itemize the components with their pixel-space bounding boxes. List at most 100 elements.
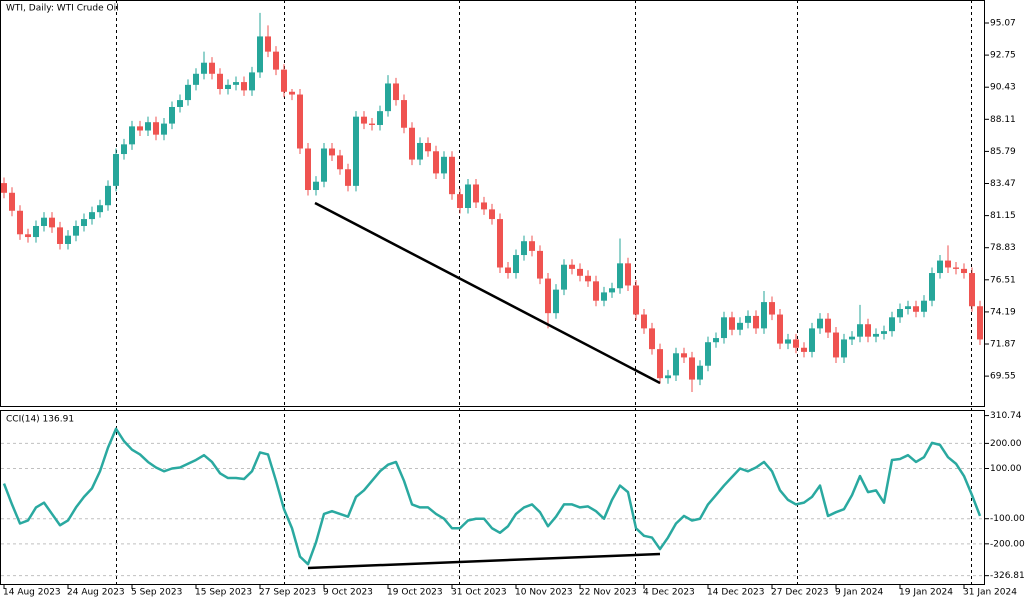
chart-title: WTI, Daily: WTI Crude Oil	[6, 4, 119, 14]
candle-body	[665, 375, 671, 379]
candle-body	[281, 69, 287, 92]
candle-body	[97, 205, 103, 213]
candle-body	[921, 300, 927, 312]
x-tick-label: 19 Oct 2023	[387, 588, 443, 598]
candle-body	[81, 219, 87, 226]
x-tick-label: 31 Oct 2023	[451, 588, 507, 598]
candle-body	[681, 353, 687, 358]
candle-body	[897, 309, 903, 318]
candle-body	[817, 318, 823, 329]
candle-body	[593, 281, 599, 301]
candle-body	[425, 142, 431, 152]
candle-body	[825, 318, 831, 333]
candle-body	[969, 273, 975, 307]
candle-body	[809, 328, 815, 352]
candle-body	[129, 126, 135, 145]
candle-body	[481, 202, 487, 210]
candle-body	[225, 84, 231, 90]
y-tick-label: -200.00	[990, 539, 1025, 549]
y-tick-label: 69.55	[990, 372, 1016, 382]
candle-body	[209, 62, 215, 74]
candle-body	[977, 306, 983, 340]
candle-body	[873, 333, 879, 337]
candle-body	[849, 336, 855, 340]
candle-body	[745, 315, 751, 323]
x-tick-label: 31 Jan 2024	[963, 588, 1017, 598]
price-panel-frame	[0, 0, 985, 407]
candle-body	[913, 306, 919, 312]
candle-body	[737, 322, 743, 330]
candle-body	[249, 72, 255, 91]
candle-body	[801, 347, 807, 352]
candle-body	[329, 148, 335, 156]
period-separators	[116, 0, 972, 585]
candle-body	[961, 268, 967, 274]
candle-body	[25, 234, 31, 238]
marks	[1, 12, 985, 577]
candle-body	[697, 365, 703, 380]
candle-body	[321, 148, 327, 182]
x-tick-label: 19 Jan 2024	[899, 588, 953, 598]
y-tick-label: 85.79	[990, 147, 1016, 157]
candle-body	[49, 217, 55, 228]
candle-body	[577, 268, 583, 276]
candle-body	[121, 144, 127, 155]
candle-body	[905, 306, 911, 310]
candle-body	[609, 288, 615, 293]
candle-body	[417, 142, 423, 160]
candle-body	[241, 82, 247, 91]
x-tick-label: 4 Dec 2023	[643, 588, 695, 598]
y-tick-label: 78.83	[990, 243, 1016, 253]
candle-body	[761, 302, 767, 329]
candle-body	[433, 151, 439, 174]
candle-body	[617, 263, 623, 289]
candle-body	[217, 73, 223, 90]
candle-body	[625, 263, 631, 286]
candle-body	[769, 302, 775, 315]
candle-body	[841, 339, 847, 358]
candle-body	[153, 122, 159, 135]
candle-body	[705, 342, 711, 366]
candle-body	[689, 357, 695, 380]
x-tick-label: 24 Aug 2023	[67, 588, 125, 598]
indicator-title: CCI(14) 136.91	[6, 415, 74, 425]
candle-body	[409, 127, 415, 160]
candle-body	[337, 155, 343, 170]
candle-body	[489, 209, 495, 220]
candle-body	[345, 169, 351, 186]
candle-body	[633, 285, 639, 315]
candle-body	[401, 100, 407, 128]
y-tick-label: 88.11	[990, 115, 1016, 125]
x-tick-label: 9 Jan 2024	[835, 588, 883, 598]
candle-body	[441, 156, 447, 174]
candle-body	[881, 331, 887, 334]
candle-body	[1, 183, 7, 193]
y-tick-label: -326.81	[990, 571, 1025, 581]
candle-body	[457, 194, 463, 208]
candle-body	[313, 181, 319, 191]
divergence-line	[307, 552, 661, 570]
x-tick-label: 15 Sep 2023	[195, 588, 252, 598]
y-tick-label: 81.15	[990, 211, 1016, 221]
candle-body	[513, 255, 519, 274]
candle-body	[257, 36, 263, 73]
candle-body	[505, 267, 511, 274]
candle-body	[601, 292, 607, 301]
y-tick-label: 76.51	[990, 275, 1016, 285]
candle-body	[465, 184, 471, 208]
candle-body	[833, 332, 839, 358]
candle-body	[57, 227, 63, 244]
candle-body	[177, 100, 183, 107]
candle-body	[393, 83, 399, 101]
divergence-line	[314, 201, 661, 385]
candle-body	[9, 192, 15, 211]
y-tick-label: 92.75	[990, 51, 1016, 61]
candle-body	[137, 126, 143, 131]
candle-body	[169, 106, 175, 124]
y-tick-label: -100.00	[990, 514, 1025, 524]
x-tick-label: 14 Aug 2023	[3, 588, 61, 598]
candle-body	[65, 235, 71, 244]
candle-body	[273, 51, 279, 70]
candle-body	[929, 273, 935, 301]
